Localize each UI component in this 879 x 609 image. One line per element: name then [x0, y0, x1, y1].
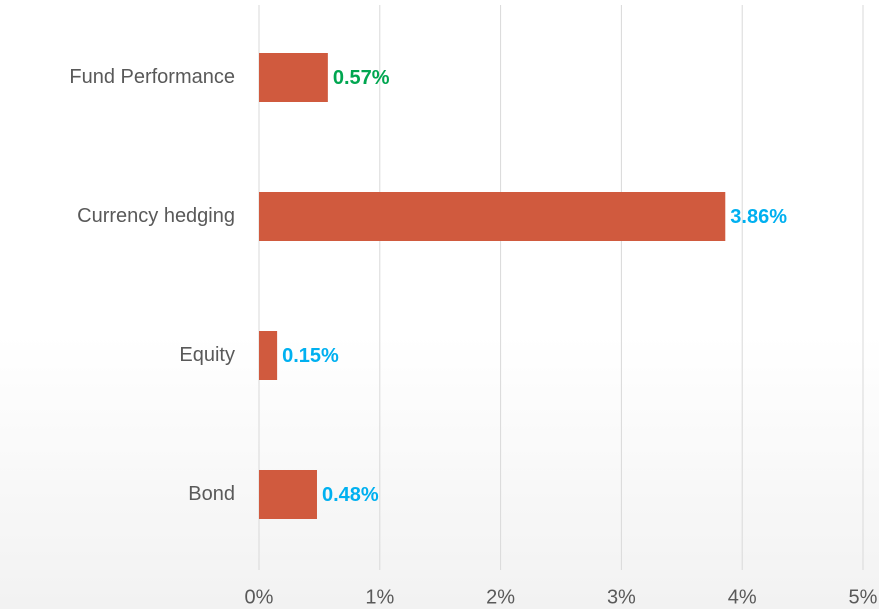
bar [259, 331, 278, 380]
bar [259, 53, 328, 102]
data-label: 0.48% [322, 484, 379, 506]
y-tick-label: Bond [188, 483, 235, 505]
x-tick-label: 4% [728, 586, 757, 608]
x-tick-label: 1% [365, 586, 394, 608]
y-tick-label: Currency hedging [77, 205, 235, 227]
x-tick-label: 2% [486, 586, 515, 608]
data-label: 0.15% [282, 345, 339, 367]
x-tick-label: 3% [607, 586, 636, 608]
y-tick-label: Equity [179, 344, 235, 366]
data-label: 3.86% [730, 206, 787, 228]
x-tick-label: 5% [849, 586, 878, 608]
bar [259, 470, 317, 519]
bar [259, 192, 726, 241]
x-tick-label: 0% [245, 586, 274, 608]
y-tick-label: Fund Performance [69, 66, 235, 88]
data-label: 0.57% [333, 67, 390, 89]
